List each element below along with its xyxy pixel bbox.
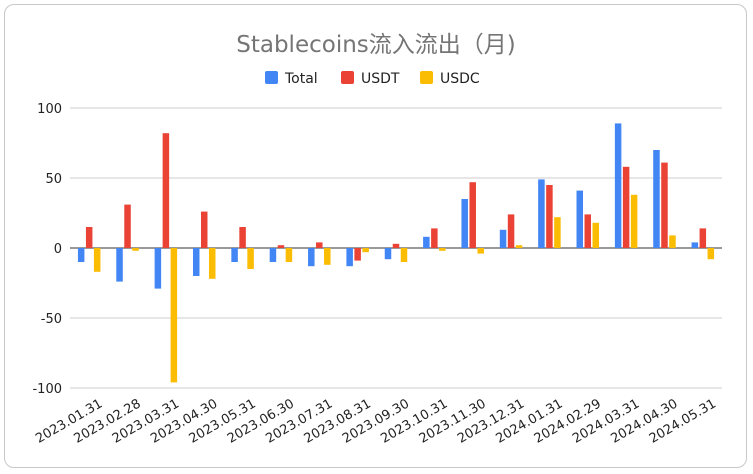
y-tick-label: 50 [45,172,62,187]
bar-total-2023.10.31 [423,236,430,248]
bar-usdc-2024.05.31 [707,248,715,260]
bar-total-2023.09.30 [384,248,392,260]
chart-title: Stablecoins流入流出（月) [236,32,516,58]
bar-usdt-2024.04.30 [661,162,668,248]
y-tick-label: -50 [41,312,62,327]
bar-usdc-2023.12.31 [515,245,523,248]
bar-total-2023.08.31 [346,248,353,267]
bar-usdc-2023.11.30 [477,248,484,254]
bar-usdc-2023.08.31 [362,248,369,253]
y-tick-label: -100 [32,382,62,397]
bar-usdc-2024.01.31 [554,217,561,248]
bar-usdt-2023.06.30 [277,245,285,248]
bar-usdt-2023.04.30 [200,211,208,248]
bar-usdc-2024.04.30 [669,235,676,248]
bar-total-2023.12.31 [499,229,507,248]
bar-total-2023.06.30 [269,248,277,262]
bar-total-2023.03.31 [154,248,162,289]
bar-usdt-2023.01.31 [85,227,93,248]
bar-usdc-2023.05.31 [247,248,254,269]
legend: Total USDT USDC [265,71,480,87]
gridlines [70,107,722,389]
legend-label: Total [284,71,318,87]
x-axis-ticks: 2023.01.312023.02.282023.03.312023.04.30… [33,396,719,446]
y-tick-label: 100 [37,102,62,117]
bar-total-2023.11.30 [461,199,468,248]
bar-usdc-2023.06.30 [285,248,293,262]
bar-usdt-2023.11.30 [469,182,476,248]
bar-total-2023.05.31 [231,248,238,262]
bar-usdt-2024.05.31 [699,228,707,248]
bar-usdc-2023.04.30 [208,248,216,279]
legend-swatch [265,71,278,84]
bar-usdt-2024.01.31 [546,185,553,248]
bar-usdc-2024.03.31 [630,194,638,248]
bar-usdc-2023.03.31 [170,248,178,383]
y-axis-ticks: -100 -50 0 50 100 [32,102,62,397]
legend-item-usdc: USDC [420,71,480,87]
bar-total-2024.03.31 [614,123,622,248]
bar-usdc-2023.09.30 [400,248,408,262]
bar-usdt-2024.03.31 [622,166,630,248]
bar-usdt-2023.03.31 [162,133,170,248]
bar-usdt-2023.05.31 [239,227,246,248]
bar-usdt-2023.07.31 [316,242,323,248]
legend-label: USDT [361,71,400,87]
legend-label: USDC [440,71,480,87]
bar-total-2024.01.31 [538,179,545,248]
y-tick-label: 0 [54,242,62,257]
bar-total-2024.02.29 [576,190,584,248]
legend-item-total: Total [265,71,318,87]
bars [77,123,715,383]
legend-item-usdt: USDT [341,71,400,87]
bar-total-2023.02.28 [116,248,123,282]
bar-total-2024.04.30 [653,150,660,248]
legend-swatch [420,71,433,84]
bar-total-2023.01.31 [77,248,85,262]
bar-usdc-2024.02.29 [592,222,600,248]
bar-usdt-2023.09.30 [392,243,400,248]
bar-total-2023.04.30 [192,248,200,276]
bar-usdt-2024.02.29 [584,214,592,248]
bar-usdt-2023.12.31 [507,214,515,248]
bar-total-2024.05.31 [691,242,699,248]
bar-usdc-2023.02.28 [132,248,139,251]
bar-usdc-2023.07.31 [324,248,331,265]
bar-usdt-2023.02.28 [124,204,131,248]
bar-usdc-2023.01.31 [93,248,101,272]
bar-total-2023.07.31 [308,248,315,267]
legend-swatch [341,71,354,84]
bar-usdc-2023.10.31 [439,248,446,251]
bar-usdt-2023.10.31 [431,228,438,248]
bar-usdt-2023.08.31 [354,248,361,261]
